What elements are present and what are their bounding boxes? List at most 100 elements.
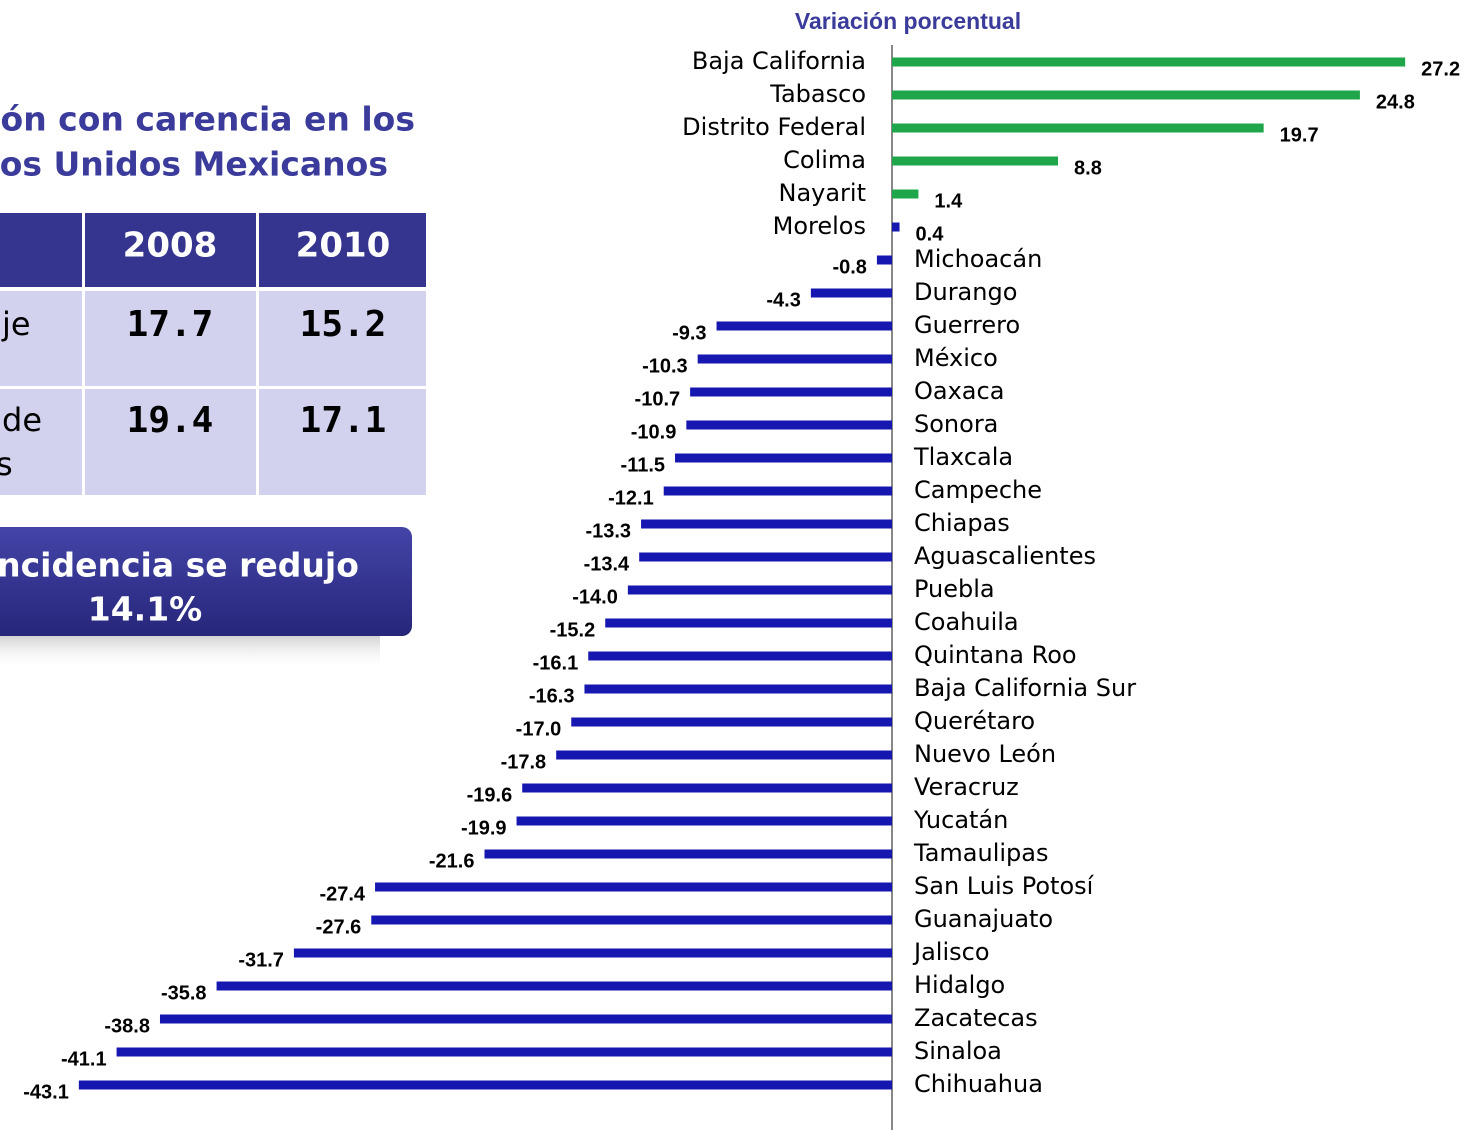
shadow <box>0 630 380 670</box>
cell <box>0 389 82 495</box>
value-label: -35.8 <box>161 982 207 1004</box>
cell-text: 17.1 <box>300 400 387 441</box>
cell <box>85 389 256 495</box>
bar <box>588 651 892 661</box>
category-label: Tabasco <box>769 80 866 108</box>
row-label: s <box>0 445 13 483</box>
chart-subtitle: Variación porcentual <box>795 8 1021 34</box>
value-label: -31.7 <box>238 949 284 971</box>
bar <box>690 387 892 397</box>
bar <box>571 717 892 727</box>
slide-title: ón con carencia en los <box>1 100 415 139</box>
value-label: -16.1 <box>533 652 579 674</box>
bar <box>716 321 892 331</box>
cell-text: 17.7 <box>127 304 214 345</box>
category-label: Hidalgo <box>914 971 1005 999</box>
category-label: Tamaulipas <box>913 839 1048 867</box>
bar <box>627 585 892 595</box>
value-label: 24.8 <box>1376 91 1415 113</box>
value-label: 1.4 <box>934 190 963 212</box>
cell <box>259 291 426 386</box>
category-label: Campeche <box>914 476 1042 504</box>
category-label: Coahuila <box>914 608 1019 636</box>
value-label: -10.3 <box>642 355 688 377</box>
value-label: -0.8 <box>832 256 866 278</box>
category-label: Michoacán <box>914 245 1042 273</box>
category-label: Distrito Federal <box>682 113 866 141</box>
row-label: je <box>1 305 31 343</box>
cell <box>0 291 82 386</box>
value-label: -43.1 <box>23 1081 69 1103</box>
value-label: 27.2 <box>1421 58 1460 80</box>
category-label: Tlaxcala <box>913 443 1013 471</box>
table: 2008 2010 je 17.7 15.2 de s 19.4 17.1 <box>0 213 426 495</box>
header-cell <box>85 213 256 287</box>
value-label: -14.0 <box>572 586 618 608</box>
category-label: Sonora <box>914 410 998 438</box>
bar <box>892 57 1406 67</box>
value-label: 8.8 <box>1074 157 1102 179</box>
category-label: Morelos <box>773 212 866 240</box>
category-label: México <box>914 344 998 372</box>
bar <box>686 420 892 430</box>
value-label: -17.0 <box>516 718 562 740</box>
cell-text: 19.4 <box>127 400 214 441</box>
value-label: 0.4 <box>916 223 945 245</box>
value-label: -13.3 <box>585 520 631 542</box>
category-label: Guanajuato <box>914 905 1053 933</box>
header-cell <box>0 213 82 287</box>
category-label: Chiapas <box>914 509 1010 537</box>
category-label: San Luis Potosí <box>914 872 1095 900</box>
callout-text: 14.1% <box>88 590 203 629</box>
header-text: 2008 <box>123 226 218 266</box>
category-label: Chihuahua <box>914 1070 1043 1098</box>
value-label: -38.8 <box>104 1015 150 1037</box>
bar <box>116 1047 892 1057</box>
cell <box>259 389 426 495</box>
value-label: -27.6 <box>316 916 362 938</box>
value-label: -21.6 <box>429 850 475 872</box>
category-label: Nayarit <box>778 179 866 207</box>
callout-box <box>0 527 412 636</box>
category-label: Quintana Roo <box>914 641 1077 669</box>
bar <box>675 453 892 463</box>
value-label: -16.3 <box>529 685 575 707</box>
category-label: Baja California <box>692 47 866 75</box>
value-label: -11.5 <box>621 454 665 476</box>
category-label: Aguascalientes <box>914 542 1096 570</box>
value-label: 19.7 <box>1280 124 1319 146</box>
category-label: Nuevo León <box>914 740 1056 768</box>
bar <box>876 255 892 265</box>
value-label: -4.3 <box>766 289 800 311</box>
bar <box>892 90 1360 100</box>
slide-title: os Unidos Mexicanos <box>0 145 388 184</box>
category-label: Durango <box>914 278 1017 306</box>
bar <box>641 519 892 529</box>
bar <box>516 816 892 826</box>
callout-text: ncidencia se redujo <box>0 546 359 585</box>
category-label: Veracruz <box>914 773 1019 801</box>
value-label: -10.9 <box>631 421 677 443</box>
value-label: -15.2 <box>550 619 596 641</box>
category-label: Jalisco <box>912 938 990 966</box>
category-label: Oaxaca <box>914 377 1004 405</box>
category-label: Puebla <box>914 575 995 603</box>
category-label: Guerrero <box>914 311 1020 339</box>
category-label: Colima <box>783 146 866 174</box>
value-label: -13.4 <box>584 553 630 575</box>
bar <box>892 222 900 232</box>
value-label: -19.9 <box>461 817 507 839</box>
category-label: Baja California Sur <box>914 674 1136 702</box>
header-text: 2010 <box>296 226 391 266</box>
bar <box>371 915 892 925</box>
value-label: -19.6 <box>467 784 513 806</box>
bar <box>375 882 892 892</box>
bar <box>663 486 892 496</box>
value-label: -27.4 <box>319 883 365 905</box>
category-label: Sinaloa <box>914 1037 1002 1065</box>
bar <box>159 1014 892 1024</box>
bar <box>78 1080 892 1090</box>
bar <box>892 156 1059 166</box>
